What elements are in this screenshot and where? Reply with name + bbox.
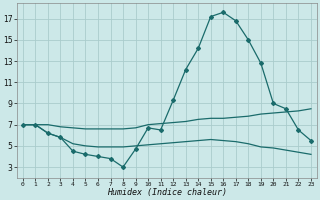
X-axis label: Humidex (Indice chaleur): Humidex (Indice chaleur) — [107, 188, 227, 197]
